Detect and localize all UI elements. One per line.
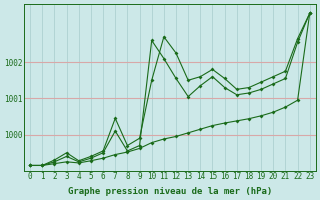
X-axis label: Graphe pression niveau de la mer (hPa): Graphe pression niveau de la mer (hPa) [68,187,272,196]
